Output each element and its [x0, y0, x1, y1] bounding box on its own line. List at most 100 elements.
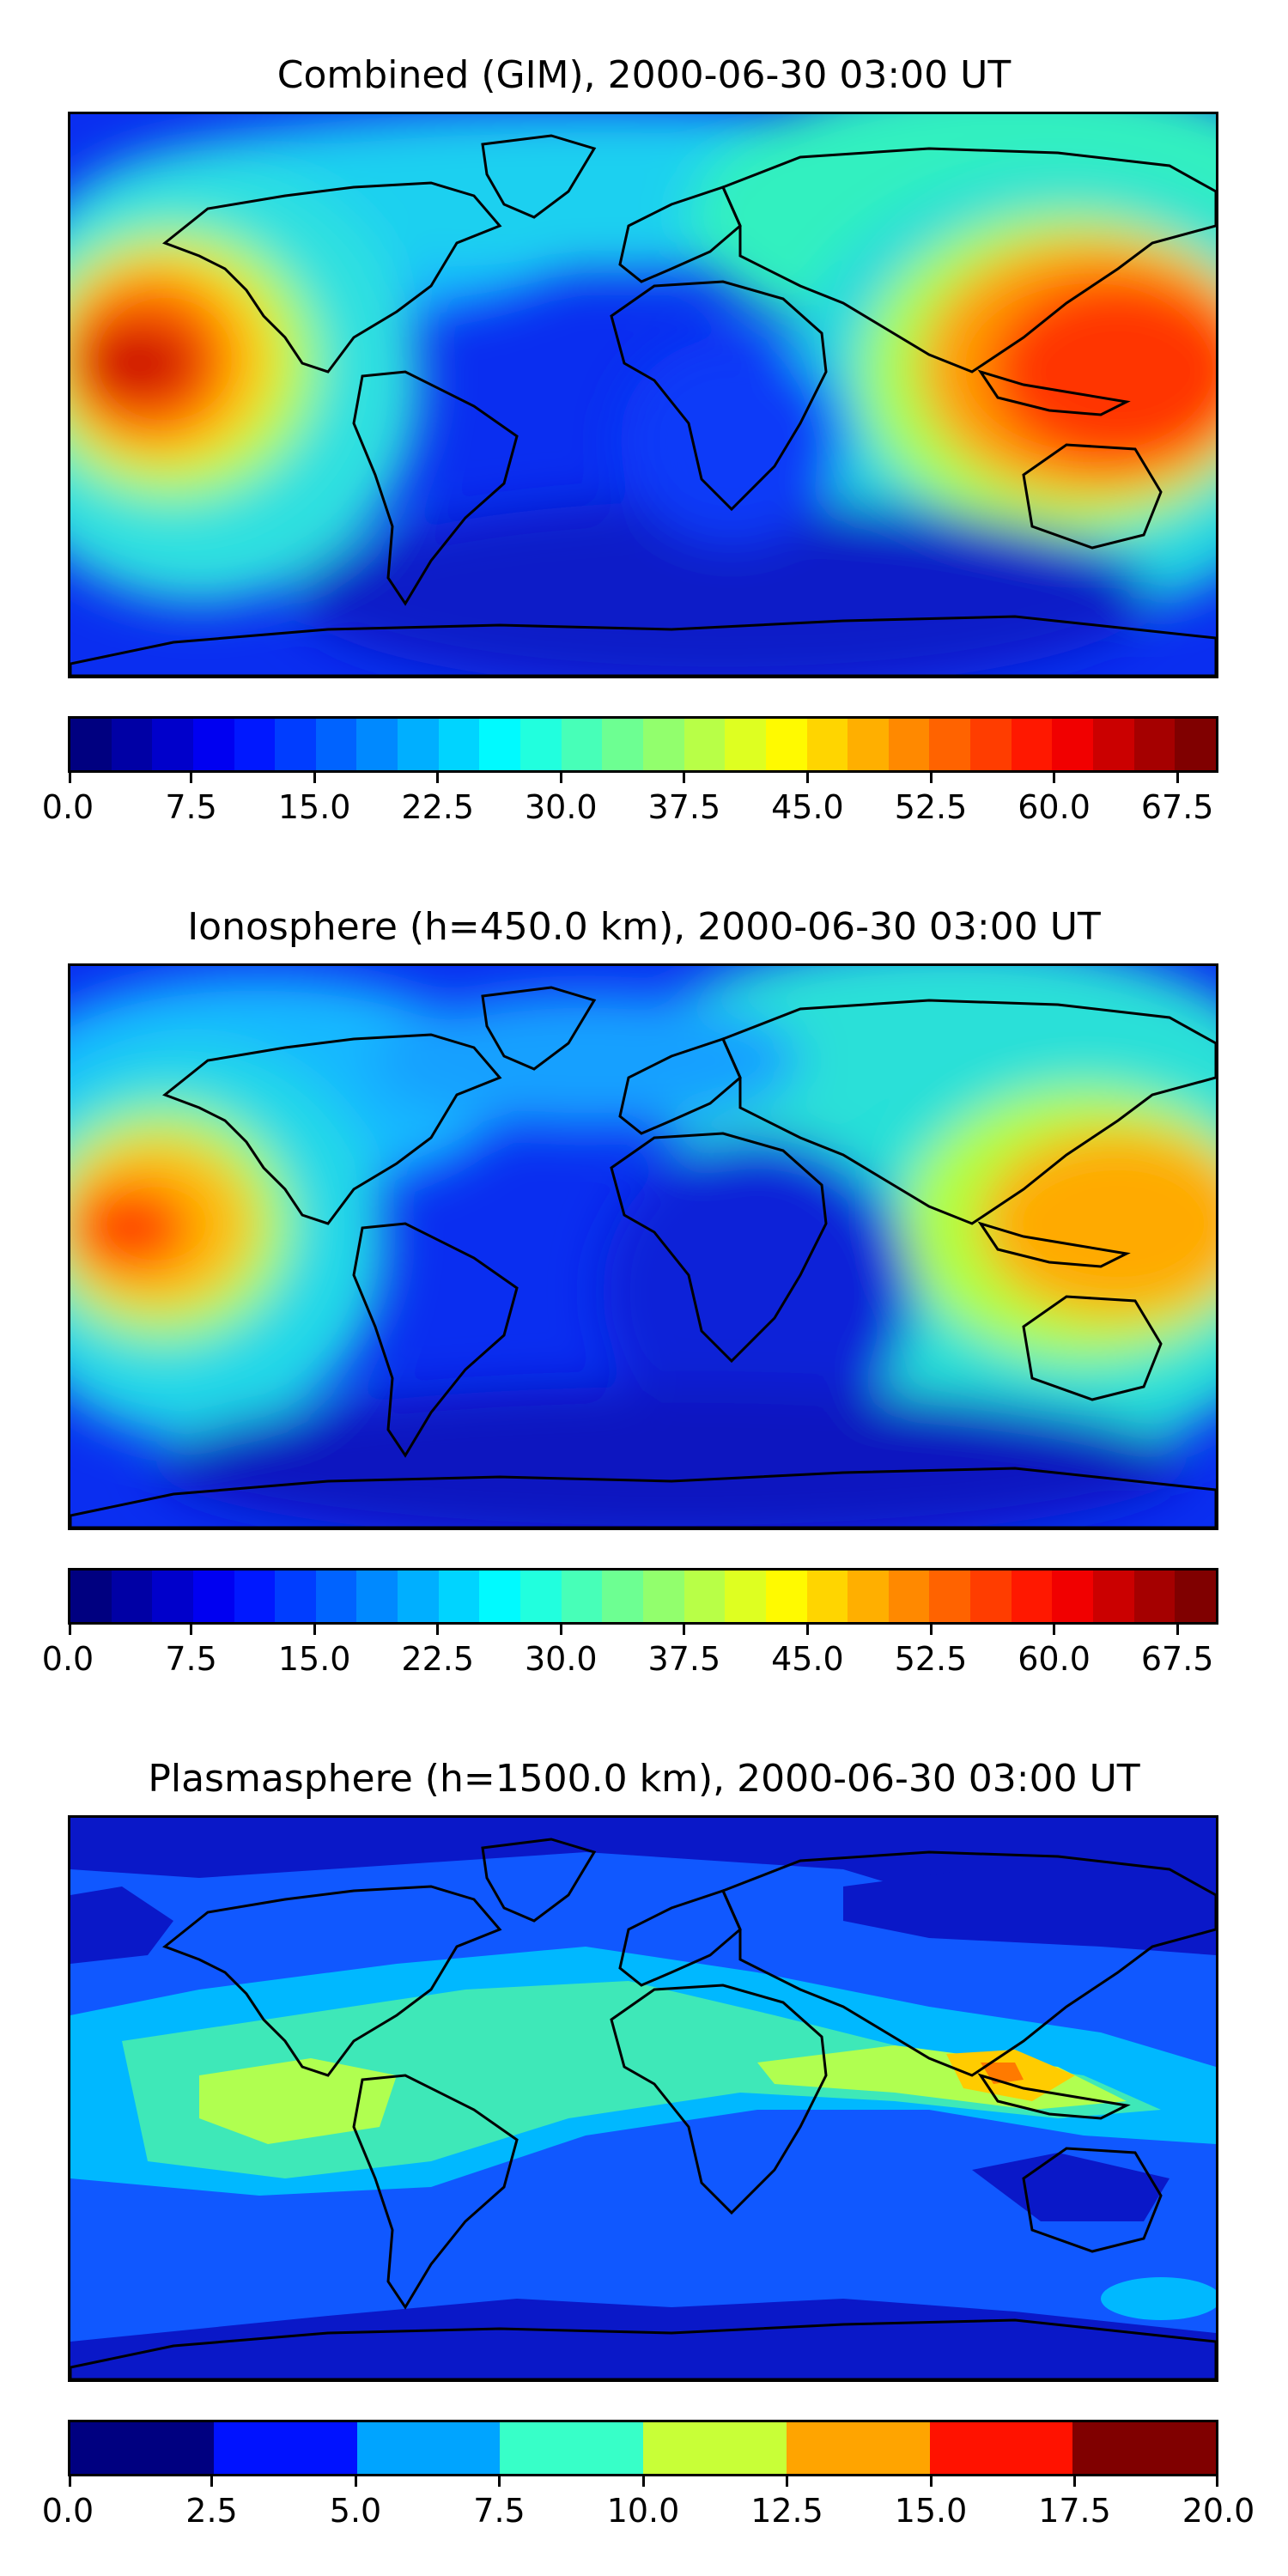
colorbar-tick-label: 37.5	[647, 1640, 721, 1678]
colorbar-tick	[436, 773, 440, 783]
colorbar-segment	[70, 719, 112, 770]
tec-field-ionosphere	[70, 966, 1216, 1528]
colorbar-segment	[152, 1571, 193, 1622]
colorbar-segment	[315, 719, 357, 770]
colorbar-tick	[786, 2476, 788, 2487]
colorbar-tick-label: 15.0	[894, 2492, 968, 2530]
colorbar-segment	[213, 2422, 357, 2474]
colorbar-tick	[313, 773, 316, 783]
colorbar-tick-label: 45.0	[771, 1640, 844, 1678]
colorbar-tick	[190, 773, 193, 783]
colorbar-tick-label: 20.0	[1182, 2492, 1255, 2530]
colorbar-tick	[929, 773, 933, 783]
colorbar-segment	[643, 2422, 787, 2474]
colorbar-segment	[1011, 719, 1053, 770]
colorbar-segment	[1052, 1571, 1094, 1622]
colorbar-segment	[1072, 2422, 1216, 2474]
colorbar-tick-label: 22.5	[401, 788, 475, 826]
colorbar-segment	[479, 1571, 521, 1622]
colorbar-ticks-plasmasphere: 0.0 2.5 5.0 7.5 10.0 12.5 15.0 17.5 20.0	[42, 2476, 1255, 2530]
colorbar-segment	[929, 2422, 1073, 2474]
colorbar-segment	[234, 1571, 276, 1622]
colorbar-segment	[888, 719, 930, 770]
colorbar-tick-label: 7.5	[165, 788, 217, 826]
colorbar-segment	[888, 1571, 930, 1622]
colorbar-segment	[848, 1571, 889, 1622]
colorbar-tick	[1215, 2476, 1218, 2487]
colorbar-segment	[1011, 1571, 1053, 1622]
colorbar-segment	[192, 719, 234, 770]
colorbar-tick	[559, 1625, 562, 1635]
colorbar-segment	[438, 1571, 480, 1622]
colorbar-tick-label: 17.5	[1038, 2492, 1111, 2530]
colorbar-combined	[68, 716, 1218, 773]
colorbar-segment	[111, 1571, 153, 1622]
colorbar-tick	[805, 773, 809, 783]
colorbar-segment	[520, 1571, 562, 1622]
colorbar-segment	[683, 719, 726, 770]
map-title: Combined (GIM), 2000-06-30 03:00 UT	[276, 53, 1012, 97]
colorbar-tick-label: 2.5	[185, 2492, 238, 2530]
colorbar-tick-label: 45.0	[771, 788, 844, 826]
colorbar-segment	[970, 1571, 1012, 1622]
colorbar-segment	[1133, 719, 1176, 770]
colorbar-tick-label: 30.0	[524, 788, 598, 826]
colorbar-tick	[1073, 2476, 1076, 2487]
colorbar-tick-label: 52.5	[894, 1640, 968, 1678]
colorbar-tick-label: 7.5	[165, 1640, 217, 1678]
colorbar-segment	[848, 719, 889, 770]
colorbar-segment	[1133, 1571, 1176, 1622]
colorbar-segment	[929, 1571, 971, 1622]
colorbar-tick	[683, 773, 686, 783]
colorbar-tick	[68, 2476, 71, 2487]
colorbar-plasmasphere	[68, 2420, 1218, 2476]
colorbar-segment	[929, 719, 971, 770]
colorbar-tick	[559, 773, 562, 783]
colorbar-segment	[765, 1571, 807, 1622]
colorbar-segment	[356, 2422, 501, 2474]
colorbar-tick	[210, 2476, 213, 2487]
colorbar-segment	[520, 719, 562, 770]
colorbar-segment	[1052, 719, 1094, 770]
colorbar-tick	[313, 1625, 316, 1635]
colorbar-tick	[1053, 1625, 1056, 1635]
colorbar-tick-label: 67.5	[1140, 1640, 1214, 1678]
colorbar-tick	[929, 1625, 933, 1635]
colorbar-segment	[275, 719, 316, 770]
colorbar-tick	[68, 1625, 71, 1635]
colorbar-tick	[1053, 773, 1056, 783]
colorbar-segment	[275, 1571, 316, 1622]
colorbar-tick-label: 67.5	[1140, 788, 1214, 826]
colorbar-segment	[725, 1571, 766, 1622]
colorbar-segment	[765, 719, 807, 770]
colorbar-segment	[806, 1571, 848, 1622]
colorbar-tick-label: 60.0	[1018, 788, 1091, 826]
colorbar-segment	[725, 719, 766, 770]
colorbar-segment	[70, 1571, 112, 1622]
colorbar-tick	[354, 2476, 357, 2487]
colorbar-segment	[970, 719, 1012, 770]
colorbar-segment	[561, 719, 603, 770]
colorbar-tick-label: 15.0	[277, 1640, 351, 1678]
colorbar-segment	[234, 719, 276, 770]
colorbar-tick-label: 22.5	[401, 1640, 475, 1678]
colorbar-segment	[642, 719, 684, 770]
colorbar-segment	[70, 2422, 214, 2474]
colorbar-segment	[500, 2422, 643, 2474]
colorbar-segment	[479, 719, 521, 770]
colorbar-tick-label: 0.0	[41, 2492, 94, 2530]
colorbar-segment	[786, 2422, 930, 2474]
colorbar-tick	[68, 773, 71, 783]
colorbar-segment	[315, 1571, 357, 1622]
colorbar-segment	[806, 719, 848, 770]
colorbar-tick-label: 0.0	[41, 1640, 94, 1678]
colorbar-ticks-ionosphere: 0.0 7.5 15.0 22.5 30.0 37.5 45.0 52.5 60.0 67.5	[42, 1625, 1218, 1678]
tec-map-plasmasphere	[68, 1815, 1218, 2382]
colorbar-segment	[398, 1571, 439, 1622]
colorbar-tick-label: 10.0	[606, 2492, 680, 2530]
colorbar-tick	[436, 1625, 440, 1635]
colorbar-tick-label: 0.0	[41, 788, 94, 826]
colorbar-tick-label: 52.5	[894, 788, 968, 826]
colorbar-tick-label: 7.5	[473, 2492, 526, 2530]
colorbar-tick-label: 37.5	[647, 788, 721, 826]
